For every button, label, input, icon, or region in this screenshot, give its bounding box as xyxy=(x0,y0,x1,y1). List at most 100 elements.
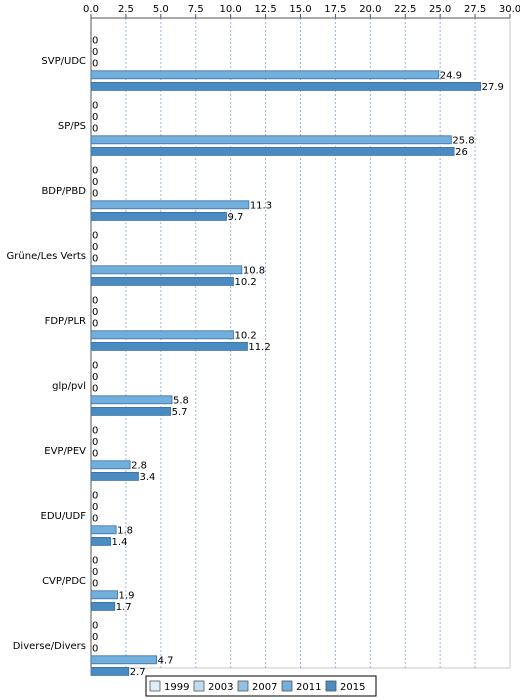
data-label: 9.7 xyxy=(227,212,243,223)
data-label: 1.4 xyxy=(112,537,128,548)
bar xyxy=(90,406,172,416)
data-label: 0 xyxy=(92,491,98,502)
data-label: 0 xyxy=(92,426,98,437)
data-label: 0 xyxy=(92,307,98,318)
bar xyxy=(90,341,248,351)
data-label: 10.8 xyxy=(243,265,265,276)
data-label: 26 xyxy=(455,147,468,158)
bar xyxy=(90,265,243,275)
data-label: 0 xyxy=(92,101,98,112)
legend-swatch xyxy=(193,680,205,692)
data-label: 0 xyxy=(92,124,98,135)
legend-label: 2015 xyxy=(340,682,365,693)
data-label: 0 xyxy=(92,166,98,177)
bar xyxy=(90,211,227,221)
data-label: 0 xyxy=(92,296,98,307)
x-tick-label: 10.0 xyxy=(220,4,242,15)
legend-swatch xyxy=(149,680,161,692)
data-label: 11.2 xyxy=(248,342,270,353)
x-axis: 0.0 2.5 5.0 7.5 10.0 12.5 15.0 17.5 20.0 22.5 25.0… xyxy=(83,4,520,668)
x-tick-label: 0.0 xyxy=(83,4,99,15)
bar xyxy=(90,276,234,286)
data-label: 0 xyxy=(92,361,98,372)
data-label: 4.7 xyxy=(158,655,174,666)
data-label: 10.2 xyxy=(234,330,256,341)
bar xyxy=(90,471,139,481)
category-label: BDP/PBD xyxy=(41,186,86,197)
data-label: 0 xyxy=(92,242,98,253)
x-tick-label: 2.5 xyxy=(118,4,134,15)
data-label: 0 xyxy=(92,231,98,242)
category-label: CVP/PDC xyxy=(42,576,86,587)
data-label: 25.8 xyxy=(452,135,474,146)
data-label: 27.9 xyxy=(482,82,504,93)
data-label: 0 xyxy=(92,514,98,525)
category-label: Grüne/Les Verts xyxy=(7,251,86,262)
data-label: 0 xyxy=(92,254,98,265)
data-label: 0 xyxy=(92,632,98,643)
data-label: 0 xyxy=(92,372,98,383)
x-tick-label: 27.5 xyxy=(464,4,486,15)
data-label: 0 xyxy=(92,644,98,655)
data-label: 2.8 xyxy=(131,460,147,471)
bar xyxy=(90,525,117,535)
bar xyxy=(90,200,250,210)
bar xyxy=(90,655,158,665)
bar xyxy=(90,146,455,156)
data-label: 10.2 xyxy=(234,277,256,288)
category-label: EDU/UDF xyxy=(41,511,87,522)
data-label: 0 xyxy=(92,556,98,567)
data-label: 2.7 xyxy=(130,667,146,678)
data-label: 0 xyxy=(92,177,98,188)
data-label: 0 xyxy=(92,36,98,47)
bar xyxy=(90,70,440,80)
data-label: 3.4 xyxy=(139,472,155,483)
data-label: 0 xyxy=(92,47,98,58)
data-label: 0 xyxy=(92,384,98,395)
x-tick-label: 12.5 xyxy=(254,4,276,15)
grid-layer xyxy=(90,17,511,669)
bar xyxy=(90,330,234,340)
x-tick-label: 20.0 xyxy=(359,4,381,15)
data-label: 0 xyxy=(92,449,98,460)
category-label: SP/PS xyxy=(58,121,86,132)
data-label: 0 xyxy=(92,579,98,590)
x-tick-label: 15.0 xyxy=(289,4,311,15)
legend-swatch xyxy=(237,680,249,692)
category-label: EVP/PEV xyxy=(44,446,86,457)
bar xyxy=(90,537,111,546)
data-label: 5.8 xyxy=(173,395,189,406)
x-tick-label: 25.0 xyxy=(429,4,451,15)
legend-label: 2011 xyxy=(296,682,321,693)
bar-layer: 00024.927.900025.82600011.39.700010.810.… xyxy=(90,36,504,678)
legend: 1999 2003 2007 2011 2015 xyxy=(145,675,377,697)
data-label: 0 xyxy=(92,502,98,513)
legend-label: 1999 xyxy=(164,682,189,693)
data-label: 0 xyxy=(92,59,98,70)
data-label: 5.7 xyxy=(172,407,188,418)
category-label: glp/pvl xyxy=(52,381,86,392)
x-tick-label: 17.5 xyxy=(324,4,346,15)
data-label: 11.3 xyxy=(250,200,272,211)
bar xyxy=(90,590,118,600)
bar xyxy=(90,135,452,145)
data-label: 1.7 xyxy=(116,602,132,613)
data-label: 24.9 xyxy=(440,70,462,81)
data-label: 0 xyxy=(92,567,98,578)
legend-label: 2003 xyxy=(208,682,233,693)
data-label: 0 xyxy=(92,437,98,448)
category-label: Diverse/Divers xyxy=(13,641,86,652)
data-label: 0 xyxy=(92,112,98,123)
x-tick-label: 22.5 xyxy=(394,4,416,15)
bar xyxy=(90,82,482,91)
x-tick-label: 5.0 xyxy=(153,4,169,15)
legend-swatch xyxy=(281,680,293,692)
bar xyxy=(90,602,116,611)
bar xyxy=(90,395,173,405)
data-label: 1.8 xyxy=(117,525,133,536)
category-axis: SVP/UDC SP/PS BDP/PBD Grüne/Les Verts FDP/PL… xyxy=(7,56,87,652)
data-label: 1.9 xyxy=(119,590,135,601)
data-label: 0 xyxy=(92,621,98,632)
legend-label: 2007 xyxy=(252,682,277,693)
